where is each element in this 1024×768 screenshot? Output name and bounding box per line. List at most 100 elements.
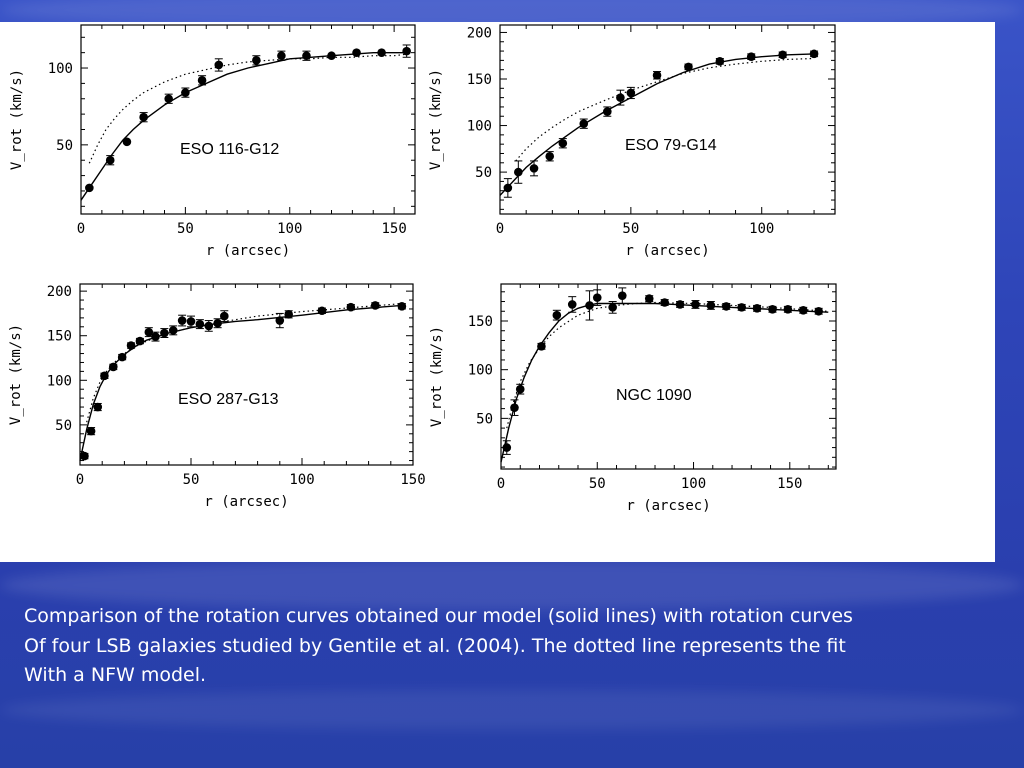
chart-title: ESO 116-G12	[180, 141, 279, 158]
data-point	[768, 305, 777, 314]
chart-2: 0 50 100 50 100 150 200 r (arcsec) V_rot (km/s) E…	[428, 24, 836, 259]
data-point	[503, 183, 513, 193]
data-point	[85, 183, 94, 193]
x-tick-label: 50	[589, 476, 606, 492]
y-tick-label: 150	[468, 314, 493, 330]
x-tick-label: 150	[381, 221, 406, 237]
data-point	[168, 326, 178, 335]
data-point	[317, 306, 327, 316]
data-point	[302, 51, 311, 61]
chart-title: ESO 79-G14	[625, 137, 717, 154]
data-point	[327, 51, 336, 61]
data-point	[592, 293, 602, 302]
y-tick-label: 50	[55, 418, 72, 434]
y-tick-label: 200	[47, 284, 72, 300]
background-wave-2	[0, 560, 1024, 610]
data-point	[126, 341, 136, 350]
x-tick-label: 50	[177, 221, 194, 237]
caption-line-2: Of four LSB galaxies studied by Gentile …	[24, 634, 846, 657]
data-point	[529, 164, 539, 173]
y-tick-label: 100	[48, 61, 73, 77]
data-point	[252, 56, 261, 65]
data-point	[798, 305, 808, 315]
data-point	[135, 336, 145, 346]
y-axis-label: V_rot (km/s)	[9, 69, 25, 170]
y-tick-label: 200	[467, 25, 492, 41]
data-point	[275, 316, 285, 325]
x-tick-label: 100	[749, 221, 774, 237]
y-tick-label: 50	[56, 138, 73, 154]
data-point	[117, 352, 127, 362]
data-point	[514, 167, 523, 177]
data-point	[617, 291, 627, 300]
data-point	[545, 151, 555, 161]
y-axis-label: V_rot (km/s)	[8, 324, 24, 425]
data-point	[195, 319, 205, 329]
data-point	[603, 107, 612, 116]
data-point	[809, 49, 819, 59]
data-point	[684, 62, 693, 72]
x-tick-label: 50	[622, 221, 639, 237]
chart-title: NGC 1090	[616, 387, 692, 404]
y-axis-label: V_rot (km/s)	[429, 326, 445, 427]
caption-line-1: Comparison of the rotation curves obtain…	[24, 605, 853, 627]
data-point	[660, 298, 669, 307]
data-point	[122, 137, 132, 147]
data-point	[197, 76, 207, 85]
slide-caption: Comparison of the rotation curves obtain…	[24, 602, 1014, 691]
data-point	[558, 138, 568, 148]
plot-frame	[499, 24, 836, 215]
data-point	[144, 327, 154, 337]
data-point	[213, 318, 222, 328]
x-tick-label: 100	[289, 472, 314, 488]
y-tick-label: 50	[476, 411, 493, 427]
data-point	[585, 301, 594, 310]
x-axis-label: r (arcsec)	[204, 494, 288, 510]
chart-1: 0 50 100 150 50 100 r (arcsec) V_rot (km/s) ESO …	[9, 24, 416, 259]
data-point	[160, 328, 169, 338]
y-tick-label: 100	[467, 119, 492, 135]
data-point	[608, 303, 617, 312]
x-tick-label: 150	[777, 476, 802, 492]
data-point	[139, 112, 148, 122]
caption-line-3: With a NFW model.	[24, 664, 207, 686]
data-point	[675, 300, 685, 309]
data-point	[783, 305, 793, 314]
data-point	[510, 403, 519, 412]
data-point	[402, 46, 411, 56]
data-point	[109, 362, 118, 372]
y-tick-label: 50	[475, 165, 492, 181]
chart-3: 0 50 100 150 50 100 150 200 r (arcsec) V_rot (km/…	[8, 283, 426, 510]
data-point	[691, 300, 700, 309]
x-axis-label: r (arcsec)	[206, 243, 290, 259]
data-point	[502, 443, 512, 452]
background-wave-3	[0, 690, 1024, 730]
data-point	[652, 70, 662, 80]
data-point	[181, 88, 190, 97]
data-point	[80, 451, 89, 461]
data-point	[370, 301, 380, 310]
y-tick-label: 100	[468, 363, 493, 379]
data-point	[715, 57, 725, 66]
x-axis-label: r (arcsec)	[626, 498, 710, 514]
x-tick-label: 100	[277, 221, 302, 237]
data-point	[346, 302, 356, 312]
data-point	[746, 52, 756, 61]
y-tick-label: 150	[467, 72, 492, 88]
data-point	[706, 301, 716, 310]
data-point	[737, 303, 746, 312]
model-fit-line	[79, 304, 402, 461]
x-tick-label: 0	[76, 472, 84, 488]
data-point	[397, 301, 407, 311]
x-axis-label: r (arcsec)	[625, 243, 709, 259]
data-point	[177, 316, 187, 325]
data-point	[616, 93, 625, 102]
plot-frame	[500, 283, 837, 470]
data-point	[284, 310, 293, 319]
chart-title: ESO 287-G13	[178, 391, 279, 408]
data-point	[100, 371, 109, 381]
x-tick-label: 100	[681, 476, 706, 492]
model-fit-line	[500, 302, 829, 463]
data-point	[277, 51, 286, 61]
